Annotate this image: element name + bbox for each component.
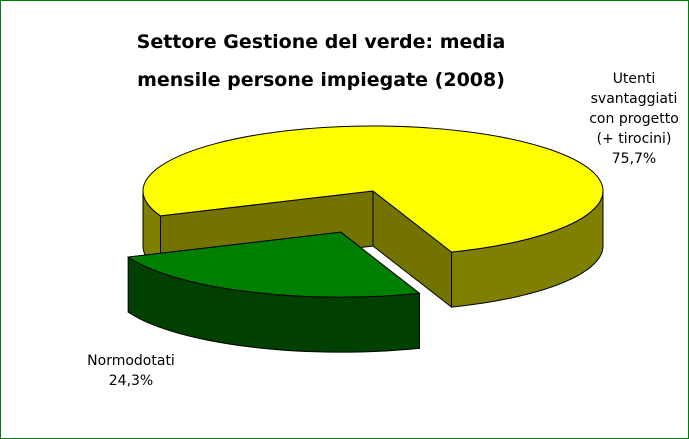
slice-top <box>126 231 421 298</box>
value-label: 75,7% <box>611 151 657 167</box>
slice-label: Utenti svantaggiati con progetto (+ tiro… <box>581 69 687 169</box>
category-label: Normodotati <box>87 353 175 369</box>
value-label: 24,3% <box>108 373 154 389</box>
slice <box>126 231 421 353</box>
category-label: Utenti svantaggiati con progetto (+ tiro… <box>589 71 679 147</box>
chart-title: Settore Gestione del verde: media mensil… <box>136 31 506 91</box>
slice-top <box>142 125 604 253</box>
slice-label: Normodotati 24,3% <box>71 351 191 391</box>
